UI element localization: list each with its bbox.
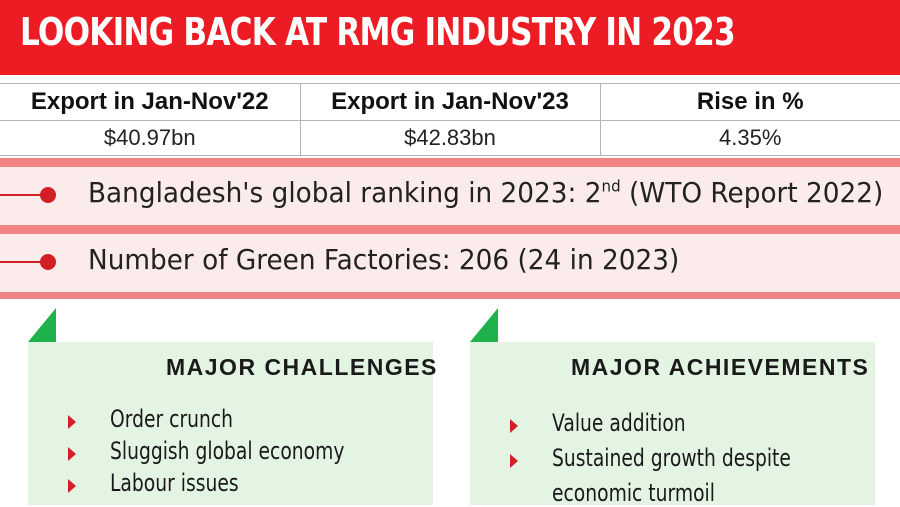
bullet-line <box>0 194 48 196</box>
export-stats-table: Export in Jan-Nov'22 Export in Jan-Nov'2… <box>0 83 900 156</box>
bullet-line <box>0 261 48 263</box>
red-arrow-bullet-icon <box>510 419 518 433</box>
red-arrow-bullet-icon <box>68 447 76 461</box>
challenge-item: Order crunch <box>110 405 234 433</box>
red-arrow-bullet-icon <box>68 415 76 429</box>
value-export-2023: $42.83bn <box>299 120 601 156</box>
divider-bar <box>0 225 900 234</box>
header-banner: LOOKING BACK AT RMG INDUSTRY IN 2023 <box>0 0 900 75</box>
header-export-2023: Export in Jan-Nov'23 <box>299 83 601 121</box>
fact-ranking-text: Bangladesh's global ranking in 2023: 2nd… <box>88 176 884 209</box>
value-rise-percent: 4.35% <box>599 120 900 156</box>
challenges-panel: MAJOR CHALLENGES Order crunch Sluggish g… <box>28 342 436 505</box>
corner-triangle-icon <box>470 308 498 342</box>
bullet-dot-icon <box>40 254 56 270</box>
table-header-row: Export in Jan-Nov'22 Export in Jan-Nov'2… <box>0 83 900 121</box>
table-value-row: $40.97bn $42.83bn 4.35% <box>0 120 900 156</box>
red-arrow-bullet-icon <box>510 454 518 468</box>
achievement-item-continuation: economic turmoil <box>552 479 715 507</box>
corner-triangle-icon <box>28 308 56 342</box>
red-arrow-bullet-icon <box>68 479 76 493</box>
bullet-dot-icon <box>40 187 56 203</box>
achievement-item: Sustained growth despite <box>552 444 791 472</box>
divider-bar <box>0 292 900 300</box>
page-title: LOOKING BACK AT RMG INDUSTRY IN 2023 <box>20 10 736 54</box>
divider-bar <box>0 158 900 167</box>
fact-green-factories: Number of Green Factories: 206 (24 in 20… <box>0 234 900 292</box>
header-rise-percent: Rise in % <box>599 83 900 121</box>
achievement-item: Value addition <box>552 409 686 437</box>
challenge-item: Sluggish global economy <box>110 437 345 465</box>
achievements-title: MAJOR ACHIEVEMENTS <box>571 354 870 380</box>
challenges-title: MAJOR CHALLENGES <box>166 354 438 380</box>
value-export-2022: $40.97bn <box>0 120 301 156</box>
fact-green-factories-text: Number of Green Factories: 206 (24 in 20… <box>88 243 680 276</box>
fact-ranking: Bangladesh's global ranking in 2023: 2nd… <box>0 167 900 225</box>
achievements-panel: MAJOR ACHIEVEMENTS Value addition Sustai… <box>470 342 875 507</box>
challenge-item: Labour issues <box>110 469 239 497</box>
header-export-2022: Export in Jan-Nov'22 <box>0 83 301 121</box>
